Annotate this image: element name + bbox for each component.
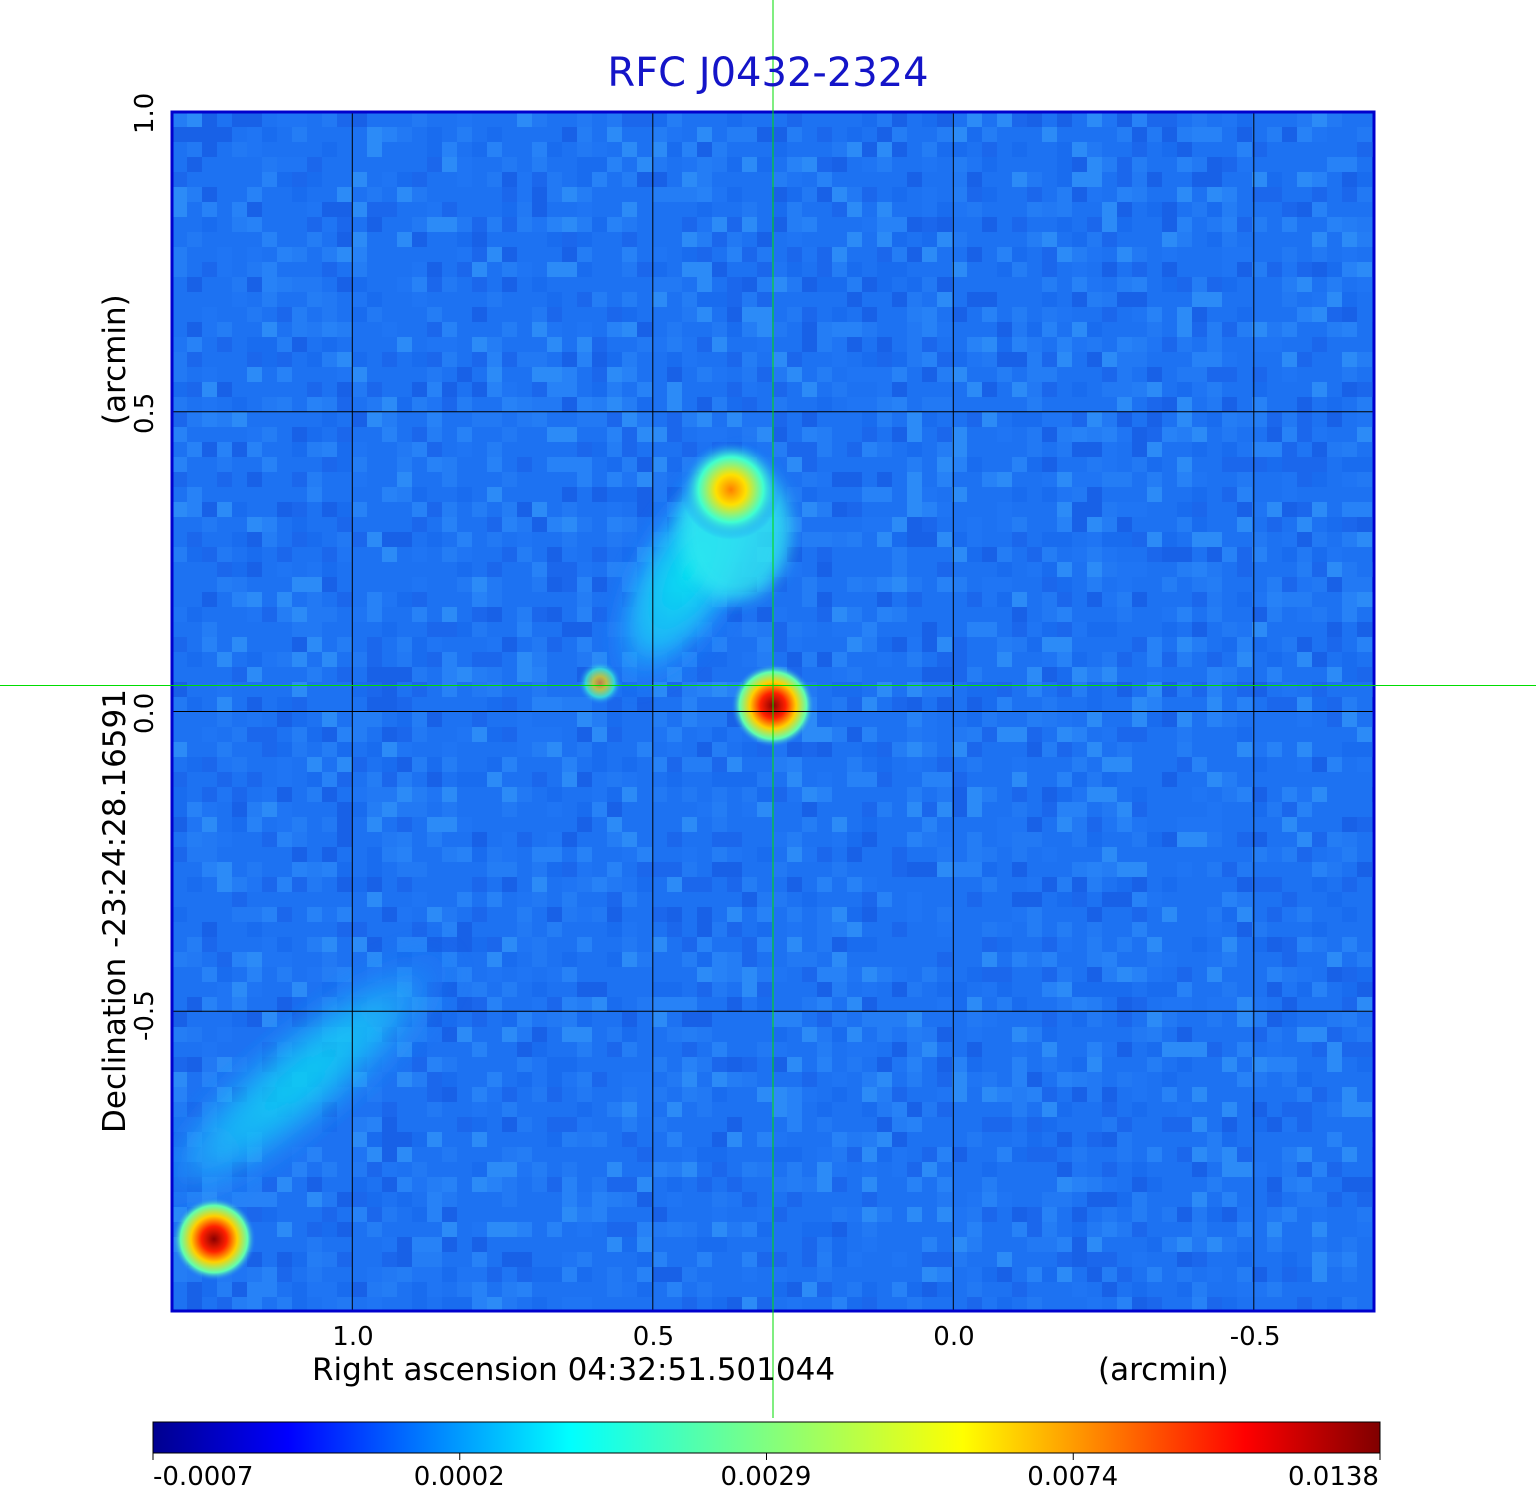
diffuse-jet-southwest — [172, 945, 457, 1215]
source-2 — [680, 439, 781, 540]
x-tick-label: 0.0 — [933, 1322, 975, 1352]
colorbar-tick-label: -0.0007 — [153, 1462, 254, 1492]
colorbar-tick-label: 0.0029 — [720, 1462, 812, 1492]
noise-pixels — [172, 112, 1374, 1311]
y-axis-label: Declination -23:24:28.16591 — [97, 689, 133, 1133]
emission-features — [172, 439, 815, 1282]
colorbar-tick-marks — [152, 1453, 1381, 1460]
y-axis-unit: (arcmin) — [97, 294, 133, 425]
colorbar-tick-label: 0.0002 — [413, 1462, 505, 1492]
crosshair — [0, 0, 1536, 1418]
x-tick-label: -0.5 — [1229, 1322, 1281, 1352]
y-tick-label: 0.5 — [130, 392, 160, 434]
chart-title: RFC J0432-2324 — [607, 50, 929, 96]
x-tick-label: 1.0 — [332, 1322, 374, 1352]
colorbar — [152, 1421, 1381, 1454]
x-axis-unit: (arcmin) — [1098, 1352, 1229, 1388]
y-tick-label: -0.5 — [130, 990, 160, 1042]
colorbar-tick-label: 0.0074 — [1027, 1462, 1119, 1492]
y-tick-label: 0.0 — [130, 692, 160, 734]
knot — [578, 661, 622, 705]
x-tick-label: 0.5 — [632, 1322, 675, 1352]
y-tick-label: 1.0 — [130, 92, 160, 134]
source-3 — [172, 1197, 257, 1282]
x-axis-label: Right ascension 04:32:51.501044 — [312, 1352, 836, 1388]
colorbar-tick-label: 0.0138 — [1288, 1462, 1379, 1492]
